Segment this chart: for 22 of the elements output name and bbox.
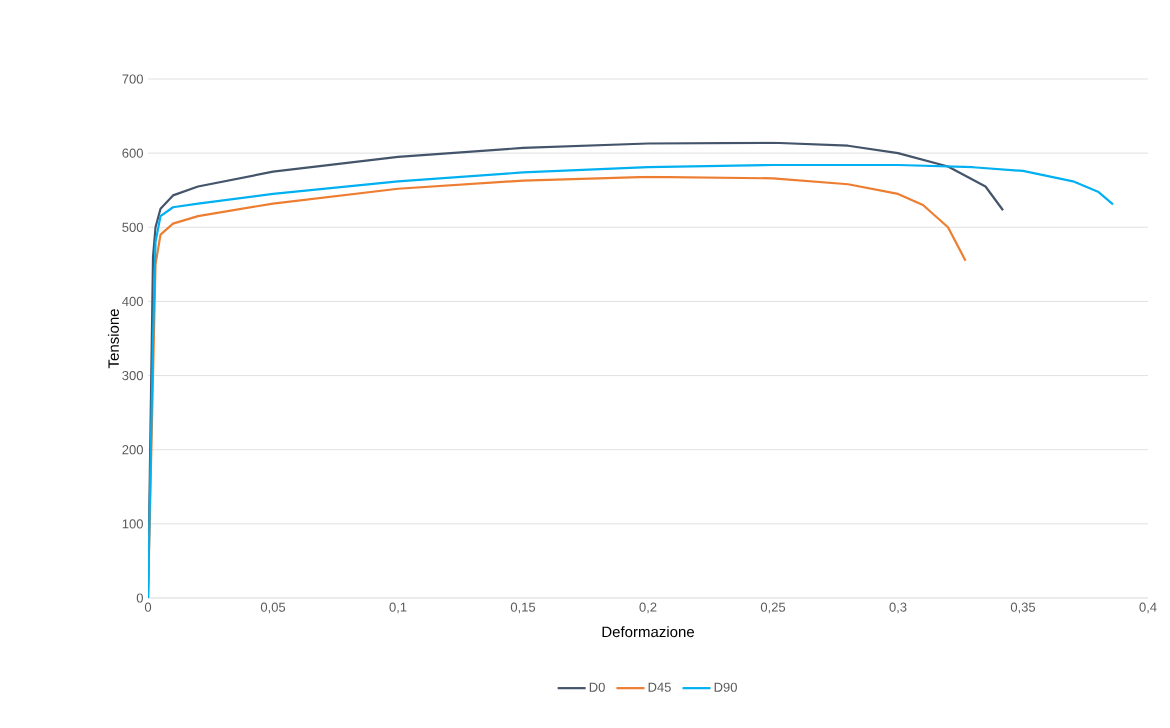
y-tick-label: 700 [122,74,143,84]
legend-label: D45 [648,682,671,692]
x-tick-label: 0,15 [510,602,536,614]
x-tick-label: 0,1 [389,602,407,614]
legend-label: D0 [589,682,605,692]
y-tick-label: 200 [122,445,143,455]
y-axis-title: Tensione [107,309,119,369]
x-tick-label: 0,4 [1139,602,1157,614]
x-tick-label: 0,05 [260,602,286,614]
x-tick-label: 0,35 [1010,602,1036,614]
x-tick-label: 0 [144,602,152,612]
x-tick-label: 0,25 [760,602,786,614]
y-tick-label: 600 [122,148,143,158]
x-tick-label: 0,2 [639,602,657,614]
y-tick-label: 300 [122,370,143,381]
legend-label: D90 [714,682,737,692]
x-tick-label: 0,3 [889,602,907,614]
y-tick-label: 100 [122,519,143,529]
y-tick-label: 500 [122,222,143,232]
x-axis-title: Deformazione [602,626,695,638]
y-tick-label: 400 [122,296,143,307]
y-tick-label: 0 [136,593,143,603]
